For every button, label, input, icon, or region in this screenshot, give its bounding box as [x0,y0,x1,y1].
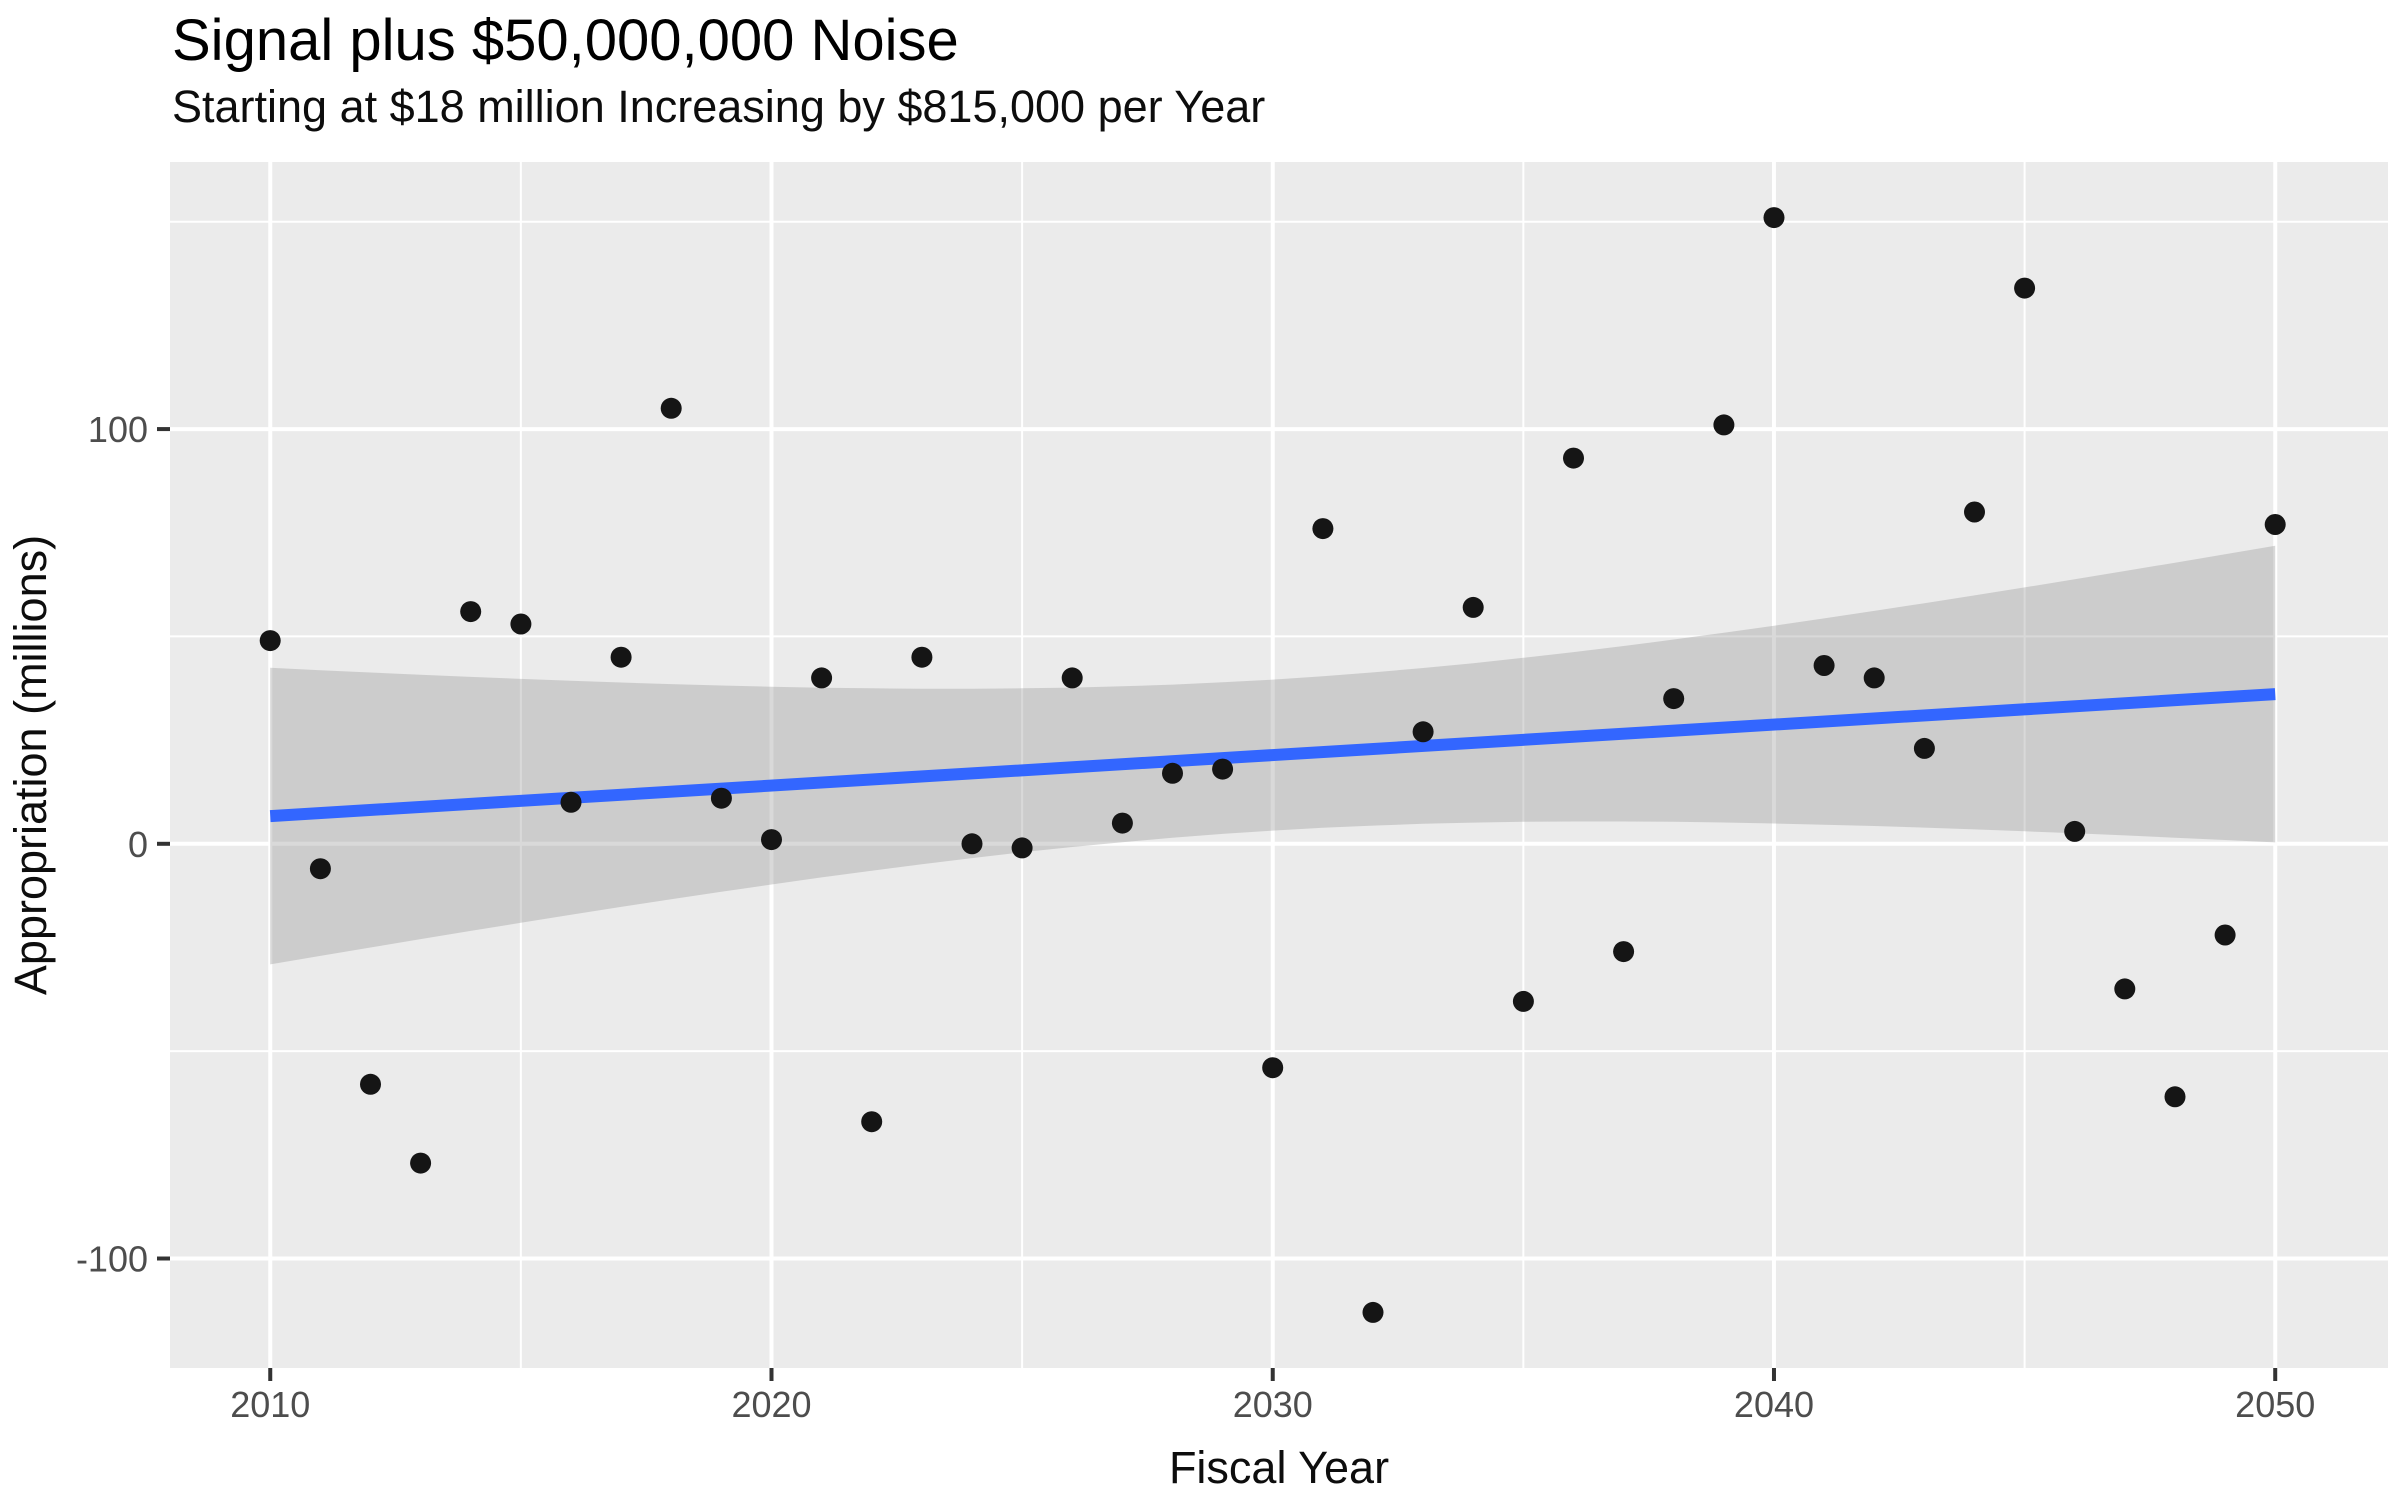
data-point [1563,447,1584,469]
data-point [2114,978,2136,1000]
data-point [1262,1057,1284,1079]
data-point [1913,737,1935,759]
data-point [309,858,331,880]
data-point [1111,812,1133,834]
data-point [2164,1086,2186,1108]
data-point [2264,514,2286,535]
x-tick-label: 2040 [1734,1384,1814,1425]
plot-panel-background [170,162,2388,1368]
y-tick-label: 100 [88,409,148,450]
data-point [710,787,732,809]
x-tick-label: 2030 [1233,1384,1313,1425]
data-point [660,397,682,419]
data-point [1312,518,1334,540]
data-point [1713,414,1735,436]
data-point [510,613,532,635]
y-axis-tick-labels: -100 0 100 [76,409,148,1279]
data-point [2014,277,2036,299]
y-axis-title: Appropriation (millions) [5,535,56,995]
data-point [1663,688,1685,710]
data-point [811,667,833,689]
data-point [1061,667,1083,689]
data-point [911,646,933,668]
data-point [961,833,983,855]
x-tick-label: 2020 [731,1384,811,1425]
data-point [2214,924,2236,946]
x-tick-label: 2050 [2235,1384,2315,1425]
x-tick-label: 2010 [230,1384,310,1425]
x-axis-tick-labels: 2010 2020 2030 2040 2050 [230,1384,2315,1425]
data-point [1813,655,1835,676]
data-point [1212,758,1234,780]
data-point [861,1111,883,1133]
data-point [360,1073,381,1095]
x-axis-title: Fiscal Year [1169,1442,1389,1493]
data-point [1011,837,1033,859]
data-point [410,1152,432,1174]
scatter-points [259,207,2286,1323]
chart-subtitle: Starting at $18 million Increasing by $8… [172,81,1265,132]
y-tick-label: -100 [76,1239,148,1280]
data-point [1964,501,1985,523]
data-point [1512,990,1534,1012]
data-point [259,630,281,652]
data-point [761,829,782,851]
data-point [560,791,582,813]
axis-tick-marks [157,427,2278,1381]
chart-title: Signal plus $50,000,000 Noise [172,8,959,73]
data-point [1613,941,1635,963]
data-point [610,646,632,668]
y-tick-label: 0 [128,824,148,865]
data-point [1412,721,1434,743]
data-point [1362,1301,1384,1323]
fitted-line [269,688,2276,823]
regression-line [269,688,2276,823]
data-point [1763,207,1785,229]
data-point [460,601,482,623]
data-point [1462,596,1484,618]
data-point [1162,762,1183,784]
data-point [1863,667,1885,689]
data-point [2064,820,2086,842]
major-gridlines [170,162,2388,1368]
